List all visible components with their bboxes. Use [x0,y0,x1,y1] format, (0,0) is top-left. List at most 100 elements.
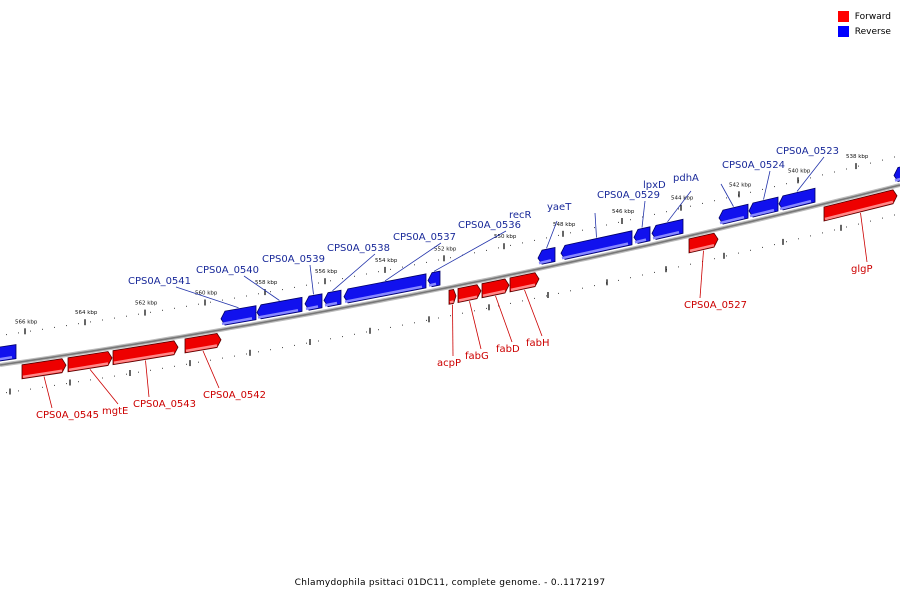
scale-dot [330,280,331,282]
legend: Forward Reverse [837,9,891,39]
scale-dot [786,183,787,185]
scale-dot [570,290,571,292]
scale-dot [714,258,715,260]
scale-tick-label: 544 kbp [671,196,694,202]
gene-partial-right-arrow [893,166,900,182]
scale-dot [126,315,127,317]
gene-label-reverse: CPS0A_0524 [722,160,785,171]
gene-arrow-forward [481,278,510,299]
scale-dot [426,261,427,263]
gene-arrow-reverse-shade [561,242,629,260]
scale-dot [174,307,175,309]
scale-dot [594,285,595,287]
gene-partial-right-arrow-shade [894,177,900,182]
scale-dot [858,165,859,167]
scale-dot [270,291,271,293]
gene-arrow-reverse [633,226,651,244]
gene-arrow-reverse [560,230,633,260]
gene-label-reverse: pdhA [673,173,699,184]
gene-label-forward: CPS0A_0543 [133,399,196,410]
gene-label-reverse: CPS0A_0536 [458,220,521,231]
scale-dot [858,223,859,225]
scale-dot [750,191,751,193]
scale-dot [462,312,463,314]
gene-arrow-forward [112,340,179,366]
legend-forward-label: Forward [854,11,891,22]
legend-reverse-swatch [837,26,849,37]
scale-dot [414,264,415,266]
gene-arrow-reverse-shade [324,301,338,307]
gene-arrow-forward-shade [449,300,454,304]
scale-dot [162,367,163,369]
gene-label-reverse: recR [509,210,532,221]
scale-dot [474,252,475,254]
scale-dot [774,244,775,246]
scale-dot [222,299,223,301]
scale-dot [282,347,283,349]
gene-label-forward: CPS0A_0542 [203,390,266,401]
gene-label-reverse: CPS0A_0537 [393,232,456,243]
scale-dot [42,328,43,330]
scale-dot [162,309,163,311]
scale-dot [870,162,871,164]
leader-line [667,190,692,223]
scale-tick-label: 566 kbp [15,319,38,325]
leader-line [145,360,150,398]
gene-arrow-reverse-shade [779,199,812,211]
scale-dot [318,340,319,342]
gene-arrow-reverse-shade [344,285,423,303]
scale-dot [894,156,895,158]
leader-line [89,369,119,405]
scale-dot [522,242,523,244]
gene-arrow-forward-shade [68,362,109,372]
scale-dot [438,317,439,319]
scale-dot [882,217,883,219]
backbone [0,184,900,366]
scale-dot [486,249,487,251]
scale-dot [822,232,823,234]
scale-dot [630,277,631,279]
scale-dot [234,297,235,299]
scale-dot [402,266,403,268]
scale-dot [198,303,199,305]
scale-dot [78,381,79,383]
gene-arrow-forward [509,272,540,293]
scale-dot [306,342,307,344]
gene-arrow-forward [823,189,898,222]
scale-dot [582,287,583,289]
scale-dot [66,325,67,327]
gene-label-reverse: CPS0A_0540 [196,265,259,276]
leader-line [202,350,220,389]
leader-line [546,220,558,249]
scale-dot [846,226,847,228]
scale-dot [534,297,535,299]
gene-arrow-reverse [256,296,303,320]
leader-line [796,156,825,192]
gene-arrow-reverse-shade [538,259,552,265]
scale-dot [354,275,355,277]
gene-arrow-forward [67,351,113,373]
leader-line [699,250,704,299]
scale-dot [642,274,643,276]
scale-dot [186,363,187,365]
gene-arrow-reverse [427,270,441,288]
legend-reverse-label: Reverse [854,26,891,37]
scale-dot [534,239,535,241]
leader-line [175,286,239,309]
scale-tick-label: 550 kbp [494,234,517,240]
scale-dot [450,257,451,259]
scale-dot [498,305,499,307]
scale-dot [66,383,67,385]
gene-arrow-reverse-shade [652,230,680,240]
scale-dot [882,159,883,161]
scale-dot [762,246,763,248]
scale-dot [846,168,847,170]
scale-dot [714,200,715,202]
scale-dot [6,392,7,394]
scale-dot [630,219,631,221]
scale-dot [522,300,523,302]
leader-line [243,275,280,301]
scale-dot [774,186,775,188]
scale-row-upper [6,156,895,336]
scale-dot [750,249,751,251]
